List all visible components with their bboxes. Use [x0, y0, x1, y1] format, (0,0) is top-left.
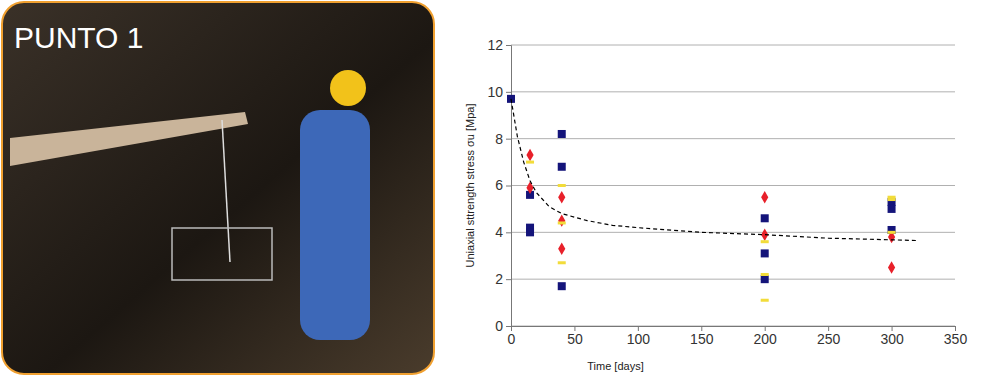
- data-point: [761, 214, 769, 222]
- data-point: [761, 249, 769, 257]
- tick-mark: [506, 326, 511, 327]
- tick-label: 150: [690, 331, 714, 347]
- grid-line: [511, 279, 955, 280]
- tick-label: 250: [817, 331, 841, 347]
- tick: 6: [495, 177, 511, 193]
- tick-label: 200: [754, 331, 778, 347]
- beam: [10, 112, 248, 166]
- axis-line: [506, 46, 512, 327]
- tick-mark: [506, 139, 511, 140]
- tick-mark: [506, 279, 511, 280]
- data-point: [558, 130, 566, 138]
- grid-line: [511, 138, 955, 139]
- tick: 350: [944, 326, 968, 347]
- data-point: [761, 191, 768, 203]
- data-point: [526, 149, 533, 161]
- data-point: [526, 161, 534, 164]
- tick: 100: [627, 326, 651, 347]
- data-point: [558, 191, 565, 203]
- tick: 2: [495, 271, 511, 287]
- grid-line: [511, 45, 955, 46]
- data-point: [888, 261, 895, 273]
- data-point: [888, 198, 896, 201]
- tick-mark: [506, 232, 511, 233]
- tick: 12: [487, 37, 511, 53]
- tick: 200: [754, 326, 778, 347]
- tick-label: 0: [495, 318, 503, 334]
- photo-caption: PUNTO 1: [14, 21, 143, 54]
- tick-label: 10: [487, 84, 503, 100]
- data-point: [761, 275, 769, 283]
- data-point: [526, 182, 533, 194]
- data-point: [761, 273, 769, 276]
- data-point: [558, 184, 566, 187]
- data-point: [761, 240, 769, 243]
- tick: 300: [880, 326, 904, 347]
- helmet: [330, 70, 366, 106]
- x-axis: 0 50 100 150 200 250 300 350: [508, 326, 968, 347]
- data-point: [558, 282, 566, 290]
- tick: 150: [690, 326, 714, 347]
- data-point: [558, 221, 566, 224]
- data-point: [888, 226, 896, 234]
- tick-label: 6: [495, 177, 503, 193]
- basket: [172, 228, 272, 280]
- tick-label: 100: [627, 331, 651, 347]
- photo-frame: [2, 2, 434, 374]
- tick-mark: [506, 92, 511, 93]
- tick-label: 12: [487, 37, 503, 53]
- data-point: [888, 198, 896, 206]
- tick-label: 2: [495, 271, 503, 287]
- tick: 4: [495, 224, 511, 240]
- worker: [300, 110, 370, 340]
- trend-line: [511, 99, 917, 241]
- x-axis-title: Time [days]: [587, 360, 643, 372]
- tick: 50: [567, 326, 583, 347]
- tick-mark: [506, 186, 511, 187]
- data-point: [558, 242, 565, 254]
- chart: 0 2 4 6 8 10 12 0 50 100 150 200 250 300 350 Time [days…: [464, 37, 967, 372]
- tick-label: 4: [495, 224, 503, 240]
- grid-line: [511, 232, 955, 233]
- tick: 250: [817, 326, 841, 347]
- tick: 8: [495, 131, 511, 147]
- tick-mark: [506, 45, 511, 46]
- grid: [511, 45, 955, 326]
- grid-line: [511, 91, 955, 92]
- rope: [222, 120, 230, 262]
- data-point: [558, 261, 566, 264]
- y-axis-title: Uniaxial sttrength stress σu [Mpa]: [464, 104, 476, 268]
- marks: [507, 95, 917, 302]
- data-point: [558, 214, 565, 226]
- tick-label: 0: [508, 331, 516, 347]
- data-point: [761, 299, 769, 302]
- tick: 0: [508, 326, 516, 347]
- data-point: [526, 228, 534, 236]
- tick-label: 8: [495, 131, 503, 147]
- data-point: [888, 205, 896, 213]
- tick-label: 50: [567, 331, 583, 347]
- grid-line: [511, 185, 955, 186]
- data-point: [558, 163, 566, 171]
- tick-label: 350: [944, 331, 968, 347]
- tick-label: 300: [880, 331, 904, 347]
- photo-panel: PUNTO 1: [2, 2, 434, 374]
- data-point: [888, 231, 896, 234]
- data-point: [888, 231, 895, 243]
- y-axis: 0 2 4 6 8 10 12: [487, 37, 511, 334]
